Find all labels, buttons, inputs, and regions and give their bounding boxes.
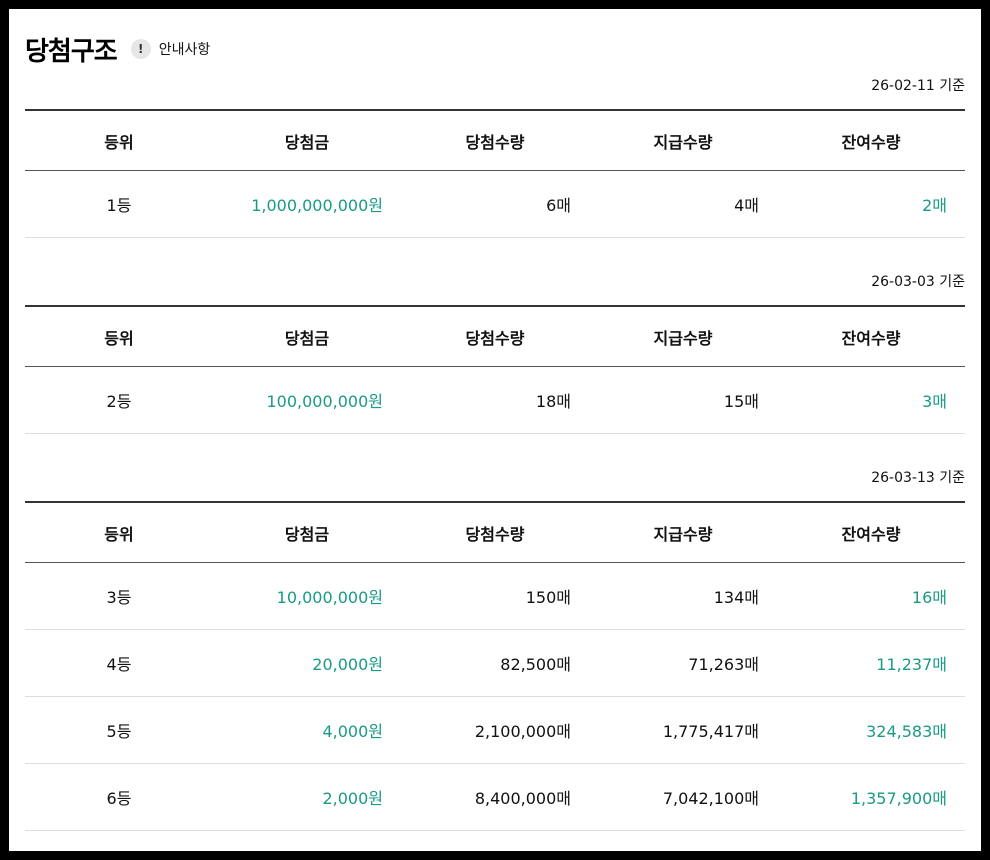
as-of-date: 26-03-13 기준 — [871, 470, 965, 486]
table-row: 1등 1,000,000,000원 6매 4매 2매 — [25, 170, 965, 238]
paid-cell: 4매 — [589, 170, 777, 238]
col-header-winners: 당첨수량 — [401, 305, 589, 367]
as-of-date: 26-02-11 기준 — [871, 78, 965, 94]
col-header-paid: 지급수량 — [589, 501, 777, 563]
as-of-date: 26-03-03 기준 — [871, 274, 965, 290]
exclamation-icon: ! — [130, 39, 151, 59]
rank-cell: 3등 — [25, 562, 213, 630]
col-header-winners: 당첨수량 — [401, 109, 589, 171]
winners-cell: 2,100,000매 — [401, 696, 589, 764]
rank-cell: 5등 — [25, 696, 213, 764]
prize-table: 등위 당첨금 당첨수량 지급수량 잔여수량 2등 100,000,000원 18… — [25, 305, 965, 434]
col-header-rank: 등위 — [25, 501, 213, 563]
prize-cell: 20,000원 — [213, 629, 401, 697]
remaining-cell: 2매 — [777, 170, 965, 238]
page-header: 당첨구조 ! 안내사항 — [25, 31, 210, 67]
prize-cell: 1,000,000,000원 — [213, 170, 401, 238]
remaining-cell: 324,583매 — [777, 696, 965, 764]
prize-cell: 10,000,000원 — [213, 562, 401, 630]
table-header-row: 등위 당첨금 당첨수량 지급수량 잔여수량 — [25, 501, 965, 563]
table-row: 5등 4,000원 2,100,000매 1,775,417매 324,583매 — [25, 696, 965, 764]
table-row: 2등 100,000,000원 18매 15매 3매 — [25, 366, 965, 434]
remaining-cell: 1,357,900매 — [777, 763, 965, 831]
table-row: 3등 10,000,000원 150매 134매 16매 — [25, 562, 965, 630]
notice-button[interactable]: ! 안내사항 — [130, 39, 211, 59]
col-header-remaining: 잔여수량 — [777, 501, 965, 563]
winners-cell: 18매 — [401, 366, 589, 434]
col-header-rank: 등위 — [25, 305, 213, 367]
prize-cell: 100,000,000원 — [213, 366, 401, 434]
prize-cell: 4,000원 — [213, 696, 401, 764]
col-header-prize: 당첨금 — [213, 109, 401, 171]
prize-table: 등위 당첨금 당첨수량 지급수량 잔여수량 1등 1,000,000,000원 … — [25, 109, 965, 238]
table-row: 4등 20,000원 82,500매 71,263매 11,237매 — [25, 629, 965, 697]
page-title: 당첨구조 — [25, 36, 118, 67]
winners-cell: 150매 — [401, 562, 589, 630]
prize-table: 등위 당첨금 당첨수량 지급수량 잔여수량 3등 10,000,000원 150… — [25, 501, 965, 831]
paid-cell: 7,042,100매 — [589, 763, 777, 831]
rank-cell: 2등 — [25, 366, 213, 434]
remaining-cell: 3매 — [777, 366, 965, 434]
winners-cell: 8,400,000매 — [401, 763, 589, 831]
col-header-prize: 당첨금 — [213, 305, 401, 367]
remaining-cell: 16매 — [777, 562, 965, 630]
remaining-cell: 11,237매 — [777, 629, 965, 697]
table-header-row: 등위 당첨금 당첨수량 지급수량 잔여수량 — [25, 109, 965, 171]
notice-label: 안내사항 — [158, 42, 211, 58]
table-header-row: 등위 당첨금 당첨수량 지급수량 잔여수량 — [25, 305, 965, 367]
table-row: 6등 2,000원 8,400,000매 7,042,100매 1,357,90… — [25, 763, 965, 831]
col-header-paid: 지급수량 — [589, 305, 777, 367]
paid-cell: 71,263매 — [589, 629, 777, 697]
rank-cell: 6등 — [25, 763, 213, 831]
paid-cell: 134매 — [589, 562, 777, 630]
col-header-winners: 당첨수량 — [401, 501, 589, 563]
col-header-paid: 지급수량 — [589, 109, 777, 171]
prize-structure-panel: 당첨구조 ! 안내사항 26-02-11 기준 등위 당첨금 당첨수량 지급수량… — [9, 9, 981, 851]
col-header-rank: 등위 — [25, 109, 213, 171]
col-header-prize: 당첨금 — [213, 501, 401, 563]
paid-cell: 1,775,417매 — [589, 696, 777, 764]
rank-cell: 4등 — [25, 629, 213, 697]
col-header-remaining: 잔여수량 — [777, 305, 965, 367]
paid-cell: 15매 — [589, 366, 777, 434]
prize-cell: 2,000원 — [213, 763, 401, 831]
winners-cell: 6매 — [401, 170, 589, 238]
rank-cell: 1등 — [25, 170, 213, 238]
winners-cell: 82,500매 — [401, 629, 589, 697]
col-header-remaining: 잔여수량 — [777, 109, 965, 171]
